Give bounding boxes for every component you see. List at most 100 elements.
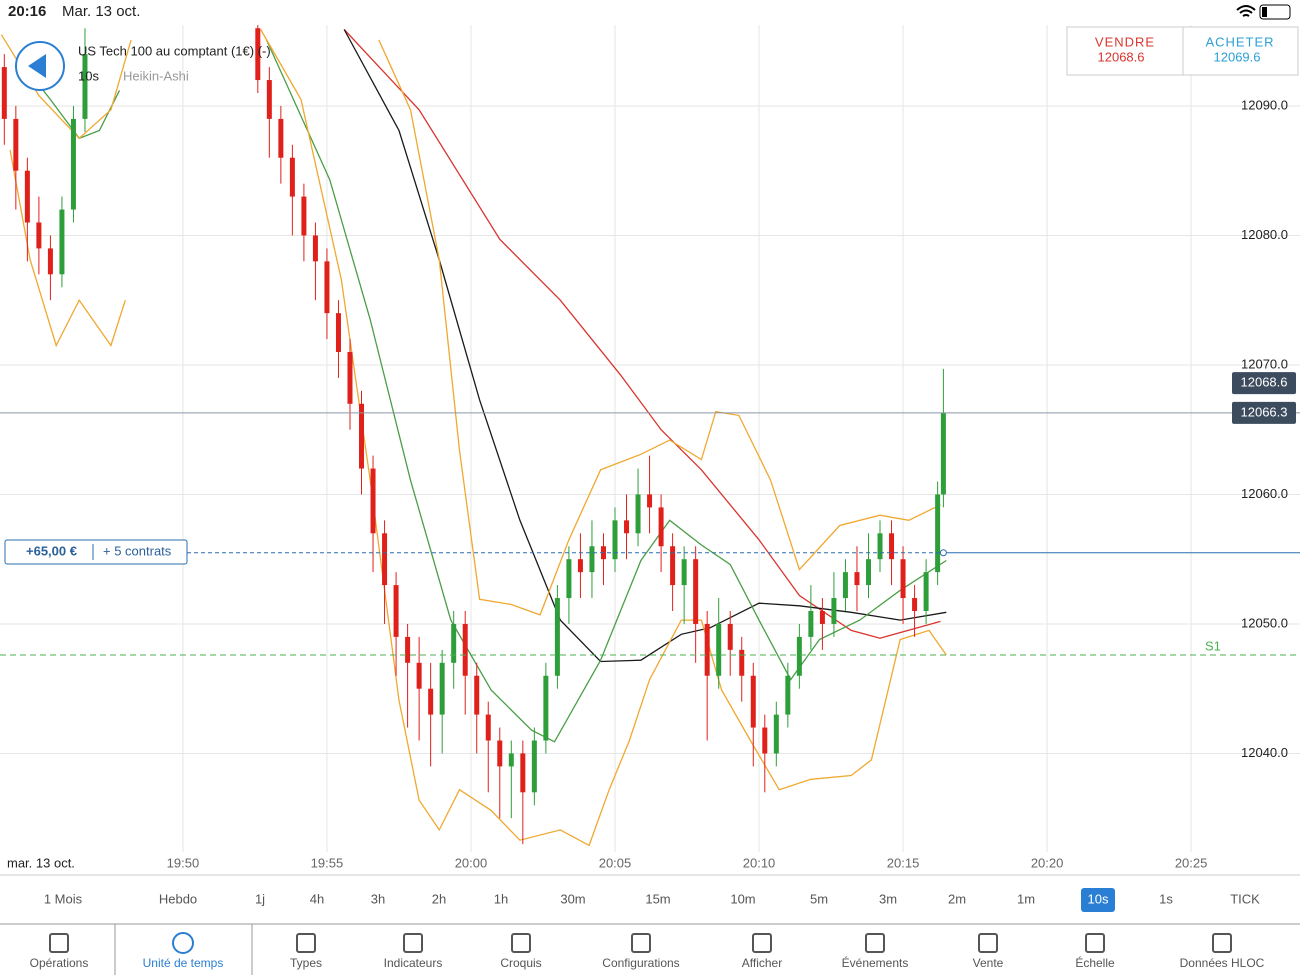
support-label: S1 — [1205, 638, 1221, 653]
toolbar-button[interactable]: Croquis — [500, 933, 542, 970]
toolbar-label: Configurations — [602, 956, 679, 970]
back-arrow — [28, 54, 46, 78]
timeframe-highlight — [1081, 888, 1115, 912]
battery-icon — [1259, 4, 1291, 20]
candle-body — [255, 28, 261, 81]
chart-style: Heikin-Ashi — [123, 68, 189, 83]
toolbar-button[interactable]: Indicateurs — [384, 933, 443, 970]
candle-body — [416, 662, 422, 689]
candle-body — [624, 520, 630, 534]
candle-body — [474, 675, 480, 715]
candle-body — [831, 598, 837, 624]
toolbar-icon — [631, 933, 651, 953]
status-time: 20:16 — [8, 3, 46, 20]
candle-body — [716, 623, 722, 676]
toolbar-button[interactable]: Afficher — [742, 933, 782, 970]
toolbar-button[interactable]: Événements — [842, 933, 909, 970]
timeframe-button[interactable]: 3h — [371, 891, 385, 906]
position-badge[interactable]: +65,00 € + 5 contrats — [4, 539, 188, 565]
toolbar-button[interactable]: Unité de temps — [114, 923, 253, 975]
toolbar-label: Unité de temps — [143, 956, 224, 970]
x-tick-label: 20:05 — [599, 855, 632, 870]
toolbar-icon — [403, 933, 423, 953]
candle-body — [405, 636, 411, 663]
toolbar-button[interactable]: Opérations — [30, 933, 89, 970]
candle-body — [47, 248, 53, 275]
timeframe-button[interactable]: Hebdo — [159, 891, 197, 906]
timeframe-button[interactable]: TICK — [1230, 891, 1260, 906]
candle-body — [301, 196, 307, 236]
toolbar-button[interactable]: Configurations — [602, 933, 680, 970]
timeframe-button[interactable]: 30m — [560, 891, 585, 906]
indicator-line — [9, 29, 947, 847]
timeframe-button[interactable]: 1m — [1017, 891, 1035, 906]
timeframe-button[interactable]: 1j — [255, 891, 265, 906]
price-tag — [1232, 372, 1296, 395]
candle-body — [658, 507, 664, 547]
timeframe-button[interactable]: 4h — [310, 891, 324, 906]
timeframe-label: 2m — [948, 891, 966, 906]
candle-body — [647, 494, 653, 508]
timeframe-button[interactable]: 2h — [432, 891, 446, 906]
indicator-line — [343, 29, 941, 639]
candle-body — [900, 559, 906, 599]
timeframe-label: 2h — [432, 891, 446, 906]
toolbar-label: Types — [290, 956, 322, 970]
candle-body — [681, 559, 687, 586]
timeframe-button[interactable]: 1h — [494, 891, 508, 906]
timeframe-label: 30m — [560, 891, 585, 906]
toolbar-icon — [1212, 933, 1232, 953]
sell-price: 12068.6 — [1098, 49, 1145, 64]
toolbar-label: Indicateurs — [384, 956, 443, 970]
buy-button[interactable]: ACHETER 12069.6 — [1205, 34, 1274, 64]
candle-body — [762, 727, 768, 754]
timeframe-button[interactable]: 10s — [1081, 888, 1115, 912]
candle-body — [485, 714, 491, 741]
timeframe-button[interactable]: 1s — [1159, 891, 1173, 906]
toolbar-button[interactable]: Données HLOC — [1180, 933, 1265, 970]
buy-price: 12069.6 — [1214, 49, 1261, 64]
position-size: + 5 contrats — [103, 543, 172, 558]
timeframe-label: 4h — [310, 891, 324, 906]
toolbar-button[interactable]: Échelle — [1075, 933, 1115, 970]
candle-body — [439, 662, 445, 715]
toolbar-button[interactable]: Vente — [973, 933, 1004, 970]
candle-body — [393, 585, 399, 637]
candle-body — [382, 533, 388, 586]
timeframes: 1 Mois Hebdo 1j 4h 3h 2h 1h 30m 15m 10m 5m 3m 2m 1m 10… — [44, 888, 1260, 912]
x-tick-label: 20:15 — [887, 855, 920, 870]
timeframe-button[interactable]: 1 Mois — [44, 891, 83, 906]
toolbar: Opérations Unité de temps Types Indicateurs… — [30, 923, 1265, 975]
y-tick-label: 12080.0 — [1241, 227, 1288, 242]
toolbar-icon — [172, 932, 194, 954]
candle-body — [589, 546, 595, 573]
candle-body — [347, 351, 353, 404]
toolbar-icon — [49, 933, 69, 953]
x-tick-label: 19:55 — [311, 855, 344, 870]
timeframe-button[interactable]: 2m — [948, 891, 966, 906]
candle-body — [704, 623, 710, 676]
toolbar-button[interactable]: Types — [290, 933, 322, 970]
candle-body — [739, 649, 745, 676]
candle-body — [554, 598, 560, 676]
candle-body — [24, 170, 30, 223]
x-tick-label: 20:20 — [1031, 855, 1064, 870]
buy-label: ACHETER — [1205, 34, 1274, 49]
timeframe-button[interactable]: 3m — [879, 891, 897, 906]
toolbar-label: Données HLOC — [1180, 956, 1265, 970]
candle-body — [819, 610, 825, 624]
candle-body — [923, 572, 929, 611]
candle-body — [370, 468, 376, 534]
timeframe-label: 1m — [1017, 891, 1035, 906]
candle-body — [727, 623, 733, 650]
candle-body — [635, 494, 641, 534]
candle-body — [940, 412, 946, 495]
sell-button[interactable]: VENDRE 12068.6 — [1095, 34, 1155, 64]
date-label: mar. 13 oct. — [7, 855, 75, 870]
timeframe-button[interactable]: 5m — [810, 891, 828, 906]
timeframe-button[interactable]: 15m — [645, 891, 670, 906]
candle-body — [796, 636, 802, 676]
timeframe-button[interactable]: 10m — [730, 891, 755, 906]
price-tag-label: 12068.6 — [1241, 375, 1288, 390]
